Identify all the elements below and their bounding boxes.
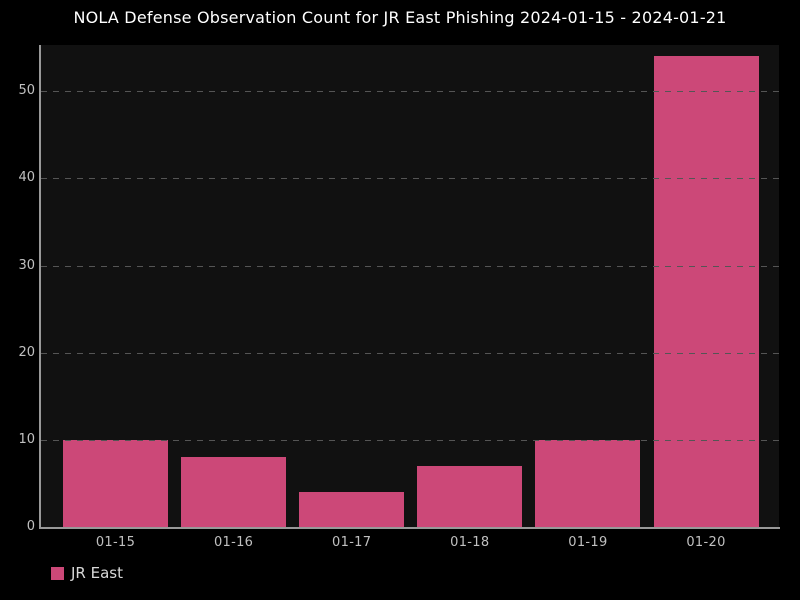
gridline-40 — [41, 178, 779, 180]
y-tick-label-30: 30 — [18, 257, 35, 273]
x-tick-label-01-20: 01-20 — [686, 535, 726, 550]
gridline-30 — [41, 265, 779, 267]
x-tick-label-01-18: 01-18 — [450, 535, 490, 550]
plot-area — [41, 45, 779, 527]
x-axis-spine — [39, 527, 780, 529]
gridline-20 — [41, 352, 779, 354]
y-tick-label-20: 20 — [18, 344, 35, 360]
bar-01-19 — [535, 439, 641, 527]
bar-01-20 — [653, 56, 759, 527]
legend-label: JR East — [71, 564, 123, 582]
chart-title: NOLA Defense Observation Count for JR Ea… — [73, 8, 727, 27]
x-tick-label-01-17: 01-17 — [332, 535, 372, 550]
gridline-50 — [41, 91, 779, 93]
bar-01-15 — [63, 439, 168, 527]
gridline-10 — [41, 439, 779, 441]
bar-01-17 — [299, 492, 405, 527]
y-tick-label-10: 10 — [18, 431, 35, 447]
bar-01-18 — [417, 466, 523, 527]
y-axis-spine — [39, 45, 41, 529]
x-tick-label-01-15: 01-15 — [95, 535, 136, 550]
x-tick-label-01-19: 01-19 — [568, 535, 608, 550]
y-tick-label-0: 0 — [26, 519, 35, 534]
legend-swatch-icon — [51, 566, 64, 580]
bar-01-16 — [181, 457, 287, 527]
y-tick-label-40: 40 — [18, 170, 35, 186]
x-tick-label-01-16: 01-16 — [213, 535, 254, 550]
y-tick-label-50: 50 — [18, 83, 35, 99]
legend: JR East — [51, 564, 123, 582]
